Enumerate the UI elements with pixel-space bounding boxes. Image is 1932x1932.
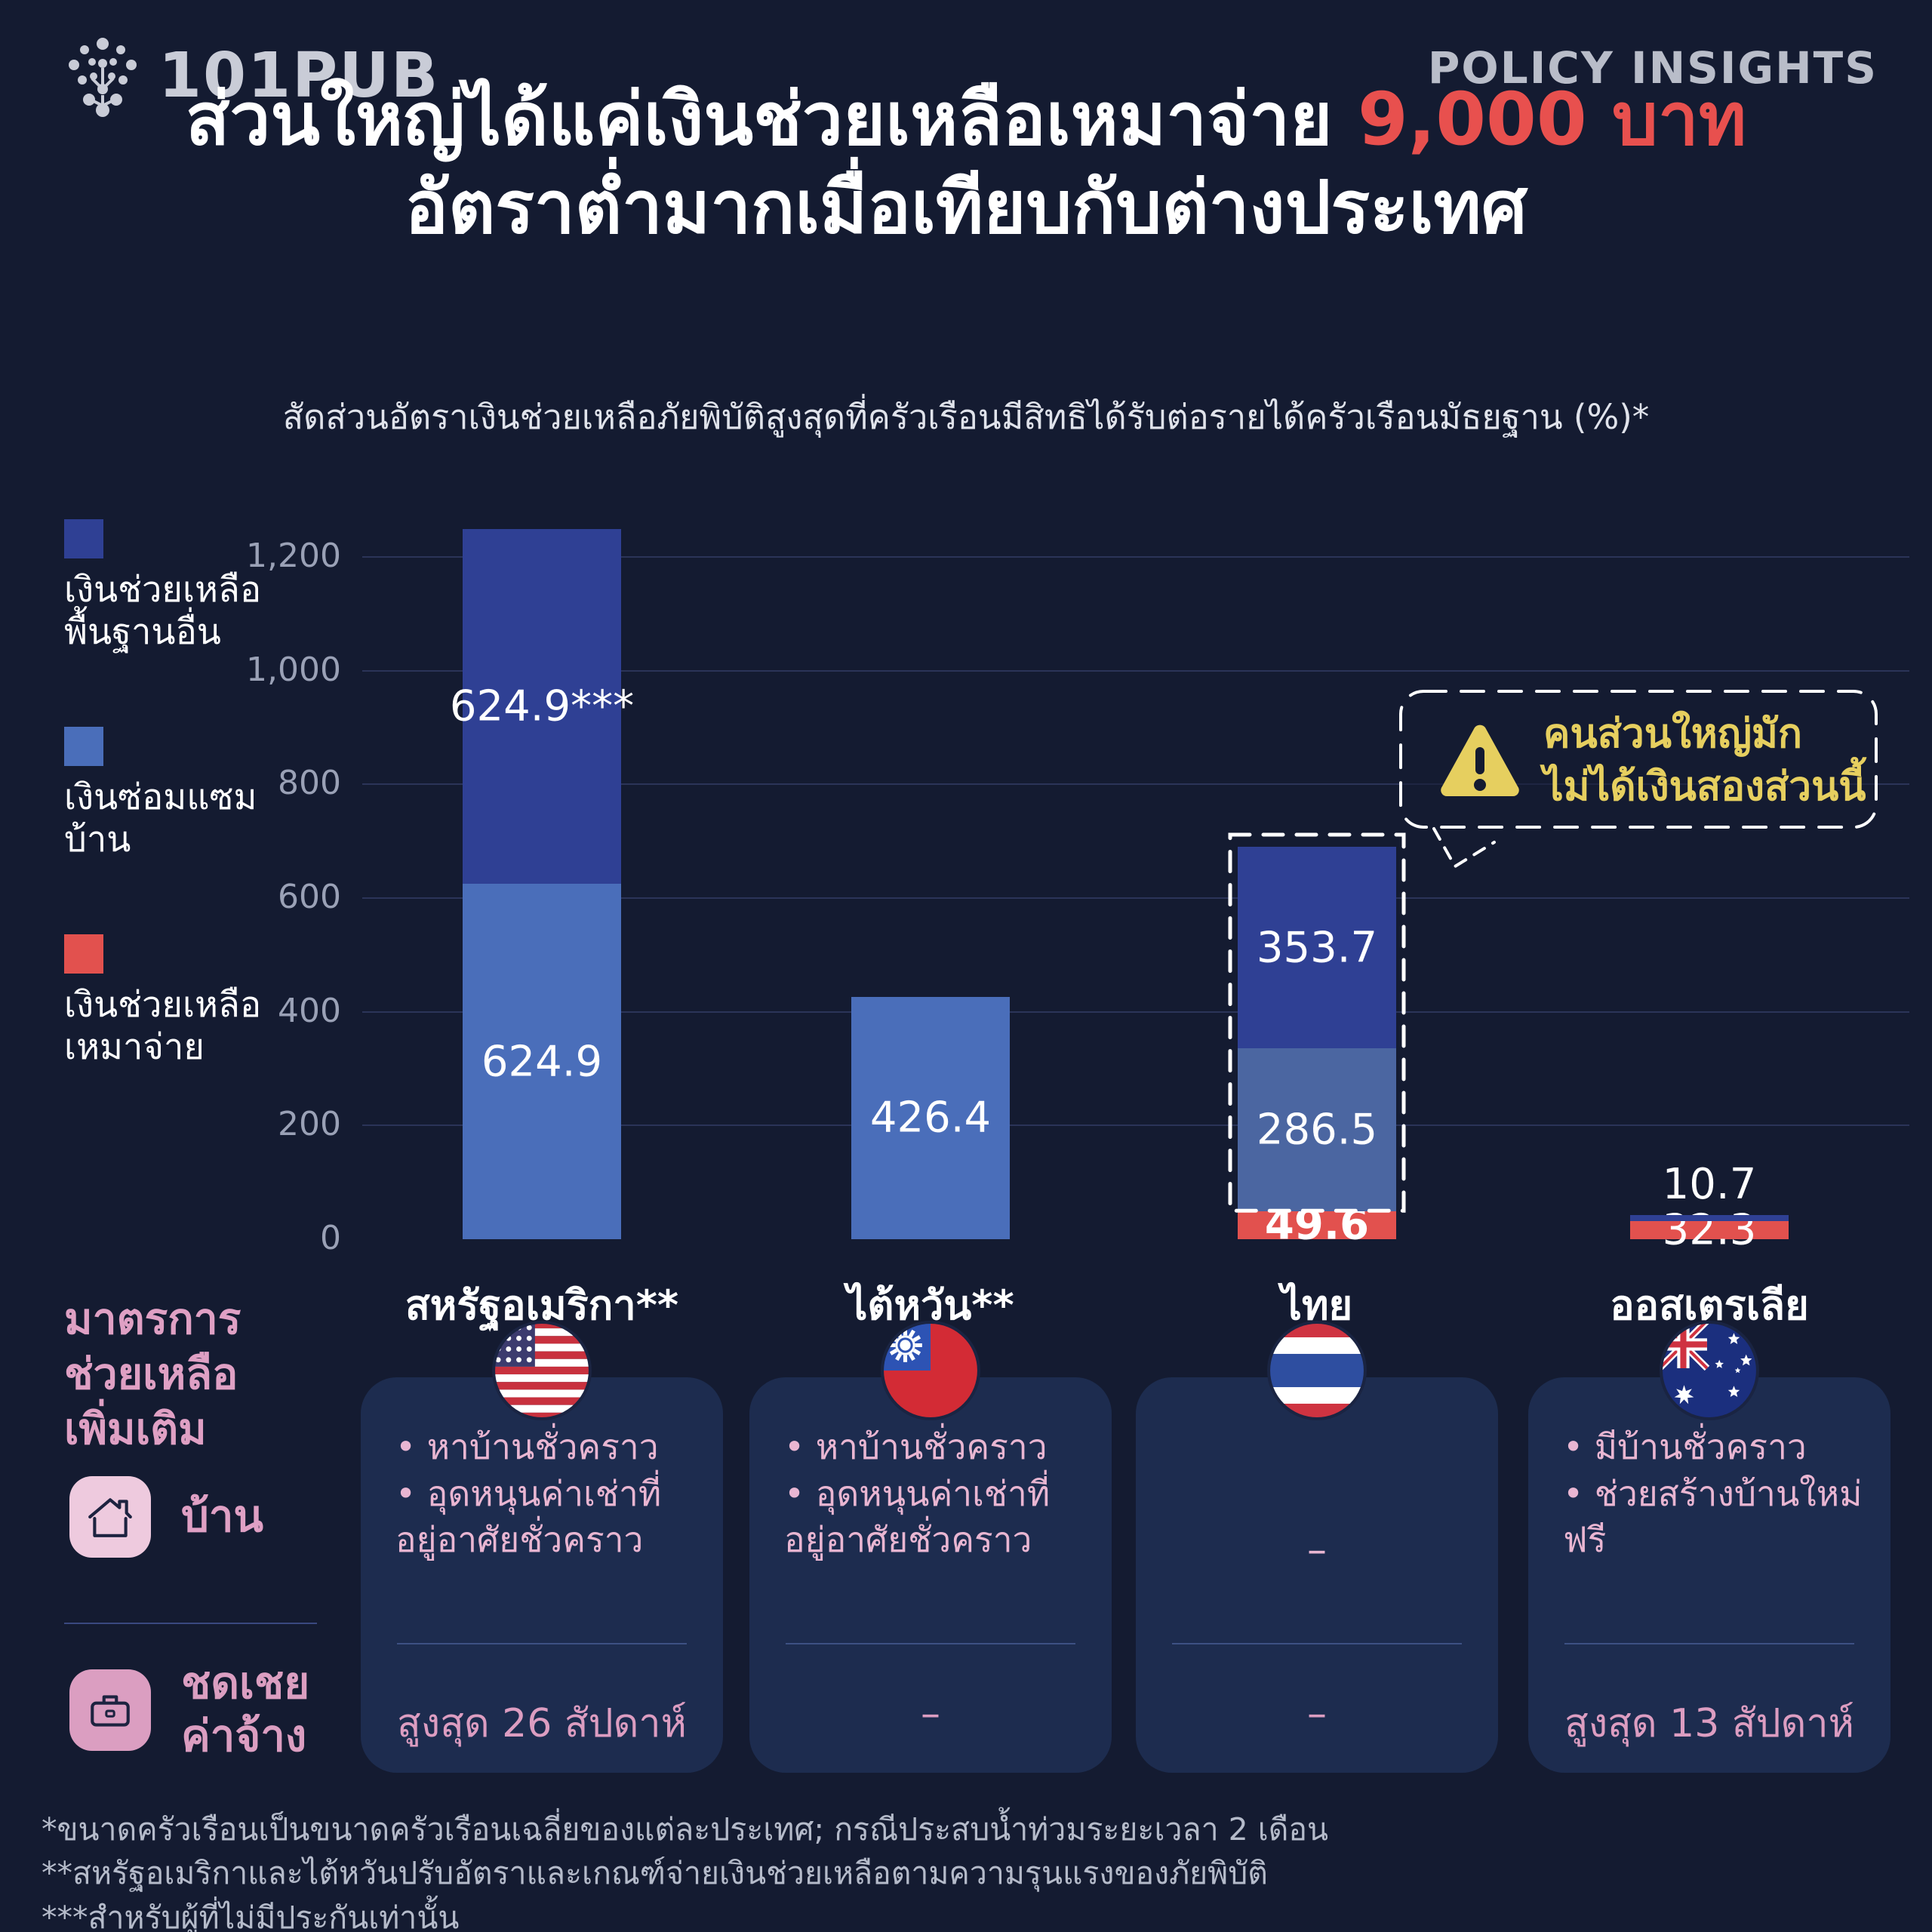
bar-segment: 353.7 [1238,847,1396,1048]
card-wage-section: – [1307,1691,1327,1737]
bar-ไต้หวัน**: 426.4 [851,996,1010,1239]
footnote-2: **สหรัฐอเมริกาและไต้หวันปรับอัตราและเกณฑ… [42,1855,1268,1892]
warning-text: คนส่วนใหญ่มัก ไม่ได้เงินสองส่วนนี้ [1543,711,1866,810]
left-rail-divider [64,1623,317,1624]
y-axis-tick-400: 400 [278,991,341,1030]
house-icon [69,1476,151,1558]
legend-item-basic-aid: เงินช่วยเหลือ พื้นฐานอื่น [64,519,313,654]
gridline-400 [362,1011,1909,1013]
bar-value-label: 426.4 [869,1093,992,1143]
legend-swatch-basic-aid [64,519,103,558]
flag-th-icon [1267,1321,1367,1420]
card-house-section: • มีบ้านชั่วคราว • ช่วยสร้างบ้านใหม่ฟรี [1563,1424,1865,1564]
title-line1: ส่วนใหญ่ได้แค่เงินช่วยเหลือเหมาจ่าย 9,00… [185,77,1747,162]
country-card-au: • มีบ้านชั่วคราว • ช่วยสร้างบ้านใหม่ฟรีสู… [1528,1321,1890,1773]
country-card-tw: • หาบ้านชั่วคราว • อุดหนุนค่าเช่าที่อยู่อ… [749,1321,1112,1773]
house-measure-item: • หาบ้านชั่วคราว [395,1426,659,1467]
bar-segment: 426.4 [851,996,1010,1239]
bar-segment: 286.5 [1238,1048,1396,1211]
y-axis-tick-1000: 1,000 [246,650,341,689]
bar-segment: 49.6 [1238,1201,1396,1250]
bar-สหรัฐอเมริกา**: 624.9 624.9*** [450,528,634,1239]
y-axis-tick-0: 0 [320,1219,341,1257]
legend-swatch-lumpsum [64,934,103,974]
flag-au-icon [1660,1321,1759,1420]
flag-us-icon [492,1321,592,1420]
bar-value-label: 624.9*** [449,681,635,731]
dashed-highlight-outline [1228,832,1406,1214]
country-card-us: • หาบ้านชั่วคราว • อุดหนุนค่าเช่าที่อยู่อ… [361,1321,723,1773]
flag-tw-icon [881,1321,980,1420]
measures-heading: มาตรการ ช่วยเหลือ เพิ่มเติม [64,1294,242,1454]
measure-row-house: บ้าน [69,1476,263,1558]
footnote-1: *ขนาดครัวเรือนเป็นขนาดครัวเรือนเฉลี่ยของ… [42,1811,1329,1847]
house-measure-item: • หาบ้านชั่วคราว [784,1426,1048,1467]
y-axis-tick-800: 800 [278,764,341,803]
footnotes: *ขนาดครัวเรือนเป็นขนาดครัวเรือนเฉลี่ยของ… [42,1811,1328,1932]
card-divider [1172,1643,1462,1644]
card-divider [1564,1643,1854,1644]
legend-swatch-repair [64,727,103,766]
gridline-1000 [362,669,1909,672]
gridline-800 [362,783,1909,786]
brand-name: 101PUB [158,39,440,112]
warning-triangle-icon [1441,724,1519,796]
footnote-3: ***สำหรับผู้ที่ไม่มีประกันเท่านั้น [42,1899,460,1932]
bar-segment [1630,1214,1789,1221]
house-measure-item: • อุดหนุนค่าเช่าที่อยู่อาศัยชั่วคราว [395,1472,662,1561]
gridline-600 [362,897,1909,899]
warning-callout-content: คนส่วนใหญ่มัก ไม่ได้เงินสองส่วนนี้ [1438,708,1866,814]
bar-segment: 32.3 [1630,1205,1789,1254]
house-measure-item: • อุดหนุนค่าเช่าที่อยู่อาศัยชั่วคราว [784,1472,1051,1561]
bar-value-label: 286.5 [1256,1105,1378,1155]
bar-ไทย: 49.6 286.5 353.7 [1228,832,1406,1250]
measure-row-wage: ชดเชย ค่าจ้าง [69,1657,309,1762]
title-line2: อัตราต่ำมากเมื่อเทียบกับต่างประเทศ [405,165,1527,251]
bar-value-label: 353.7 [1256,923,1378,973]
legend-item-repair: เงินซ่อมแซม บ้าน [64,727,313,862]
card-wage-section: สูงสุด 13 สัปดาห์ [1564,1701,1854,1746]
house-measure-item: • ช่วยสร้างบ้านใหม่ฟรี [1563,1472,1863,1561]
page-title: ส่วนใหญ่ได้แค่เงินช่วยเหลือเหมาจ่าย 9,00… [0,75,1932,252]
card-house-section: • หาบ้านชั่วคราว • อุดหนุนค่าเช่าที่อยู่อ… [395,1424,697,1564]
legend-item-lumpsum: เงินช่วยเหลือ เหมาจ่าย [64,934,313,1069]
house-measure-item: • มีบ้านชั่วคราว [1563,1426,1807,1467]
chart-subtitle: สัดส่วนอัตราเงินช่วยเหลือภัยพิบัติสูงสุด… [282,397,1650,437]
gridline-200 [362,1124,1909,1127]
title-highlight: 9,000 บาท [1357,77,1747,162]
y-axis-tick-1200: 1,200 [246,537,341,575]
plot-area: 0 200 400 600 800 1,000 1,200 624.9 624.9*** สหรั… [246,528,1909,1329]
bar-segment: 624.9*** [450,528,634,884]
y-axis-tick-200: 200 [278,1105,341,1144]
country-card-th: – – [1136,1321,1498,1773]
wage-row-label: ชดเชย ค่าจ้าง [181,1657,310,1761]
gridline-1200 [362,556,1909,558]
policy-insights-label: POLICY INSIGHTS [1427,42,1878,94]
house-row-label: บ้าน [181,1491,264,1543]
y-axis-tick-600: 600 [278,878,341,916]
bar-value-label: 32.3 [1662,1205,1757,1255]
101pub-logo-icon [69,38,137,117]
bar-ออสเตรเลีย: 32.3 10.7 [1630,1160,1789,1254]
card-wage-section: สูงสุด 26 สัปดาห์ [397,1701,687,1746]
briefcase-icon [69,1669,151,1751]
card-wage-section: – [921,1691,940,1737]
brand-logo: 101PUB [62,33,439,118]
card-divider [786,1643,1075,1644]
card-divider [397,1643,687,1644]
bar-segment: 624.9 [463,884,621,1239]
card-house-section: – [1307,1527,1327,1573]
card-house-section: • หาบ้านชั่วคราว • อุดหนุนค่าเช่าที่อยู่อ… [784,1424,1086,1564]
bar-value-label: 624.9 [481,1037,603,1087]
bar-value-label-above: 10.7 [1662,1159,1757,1209]
